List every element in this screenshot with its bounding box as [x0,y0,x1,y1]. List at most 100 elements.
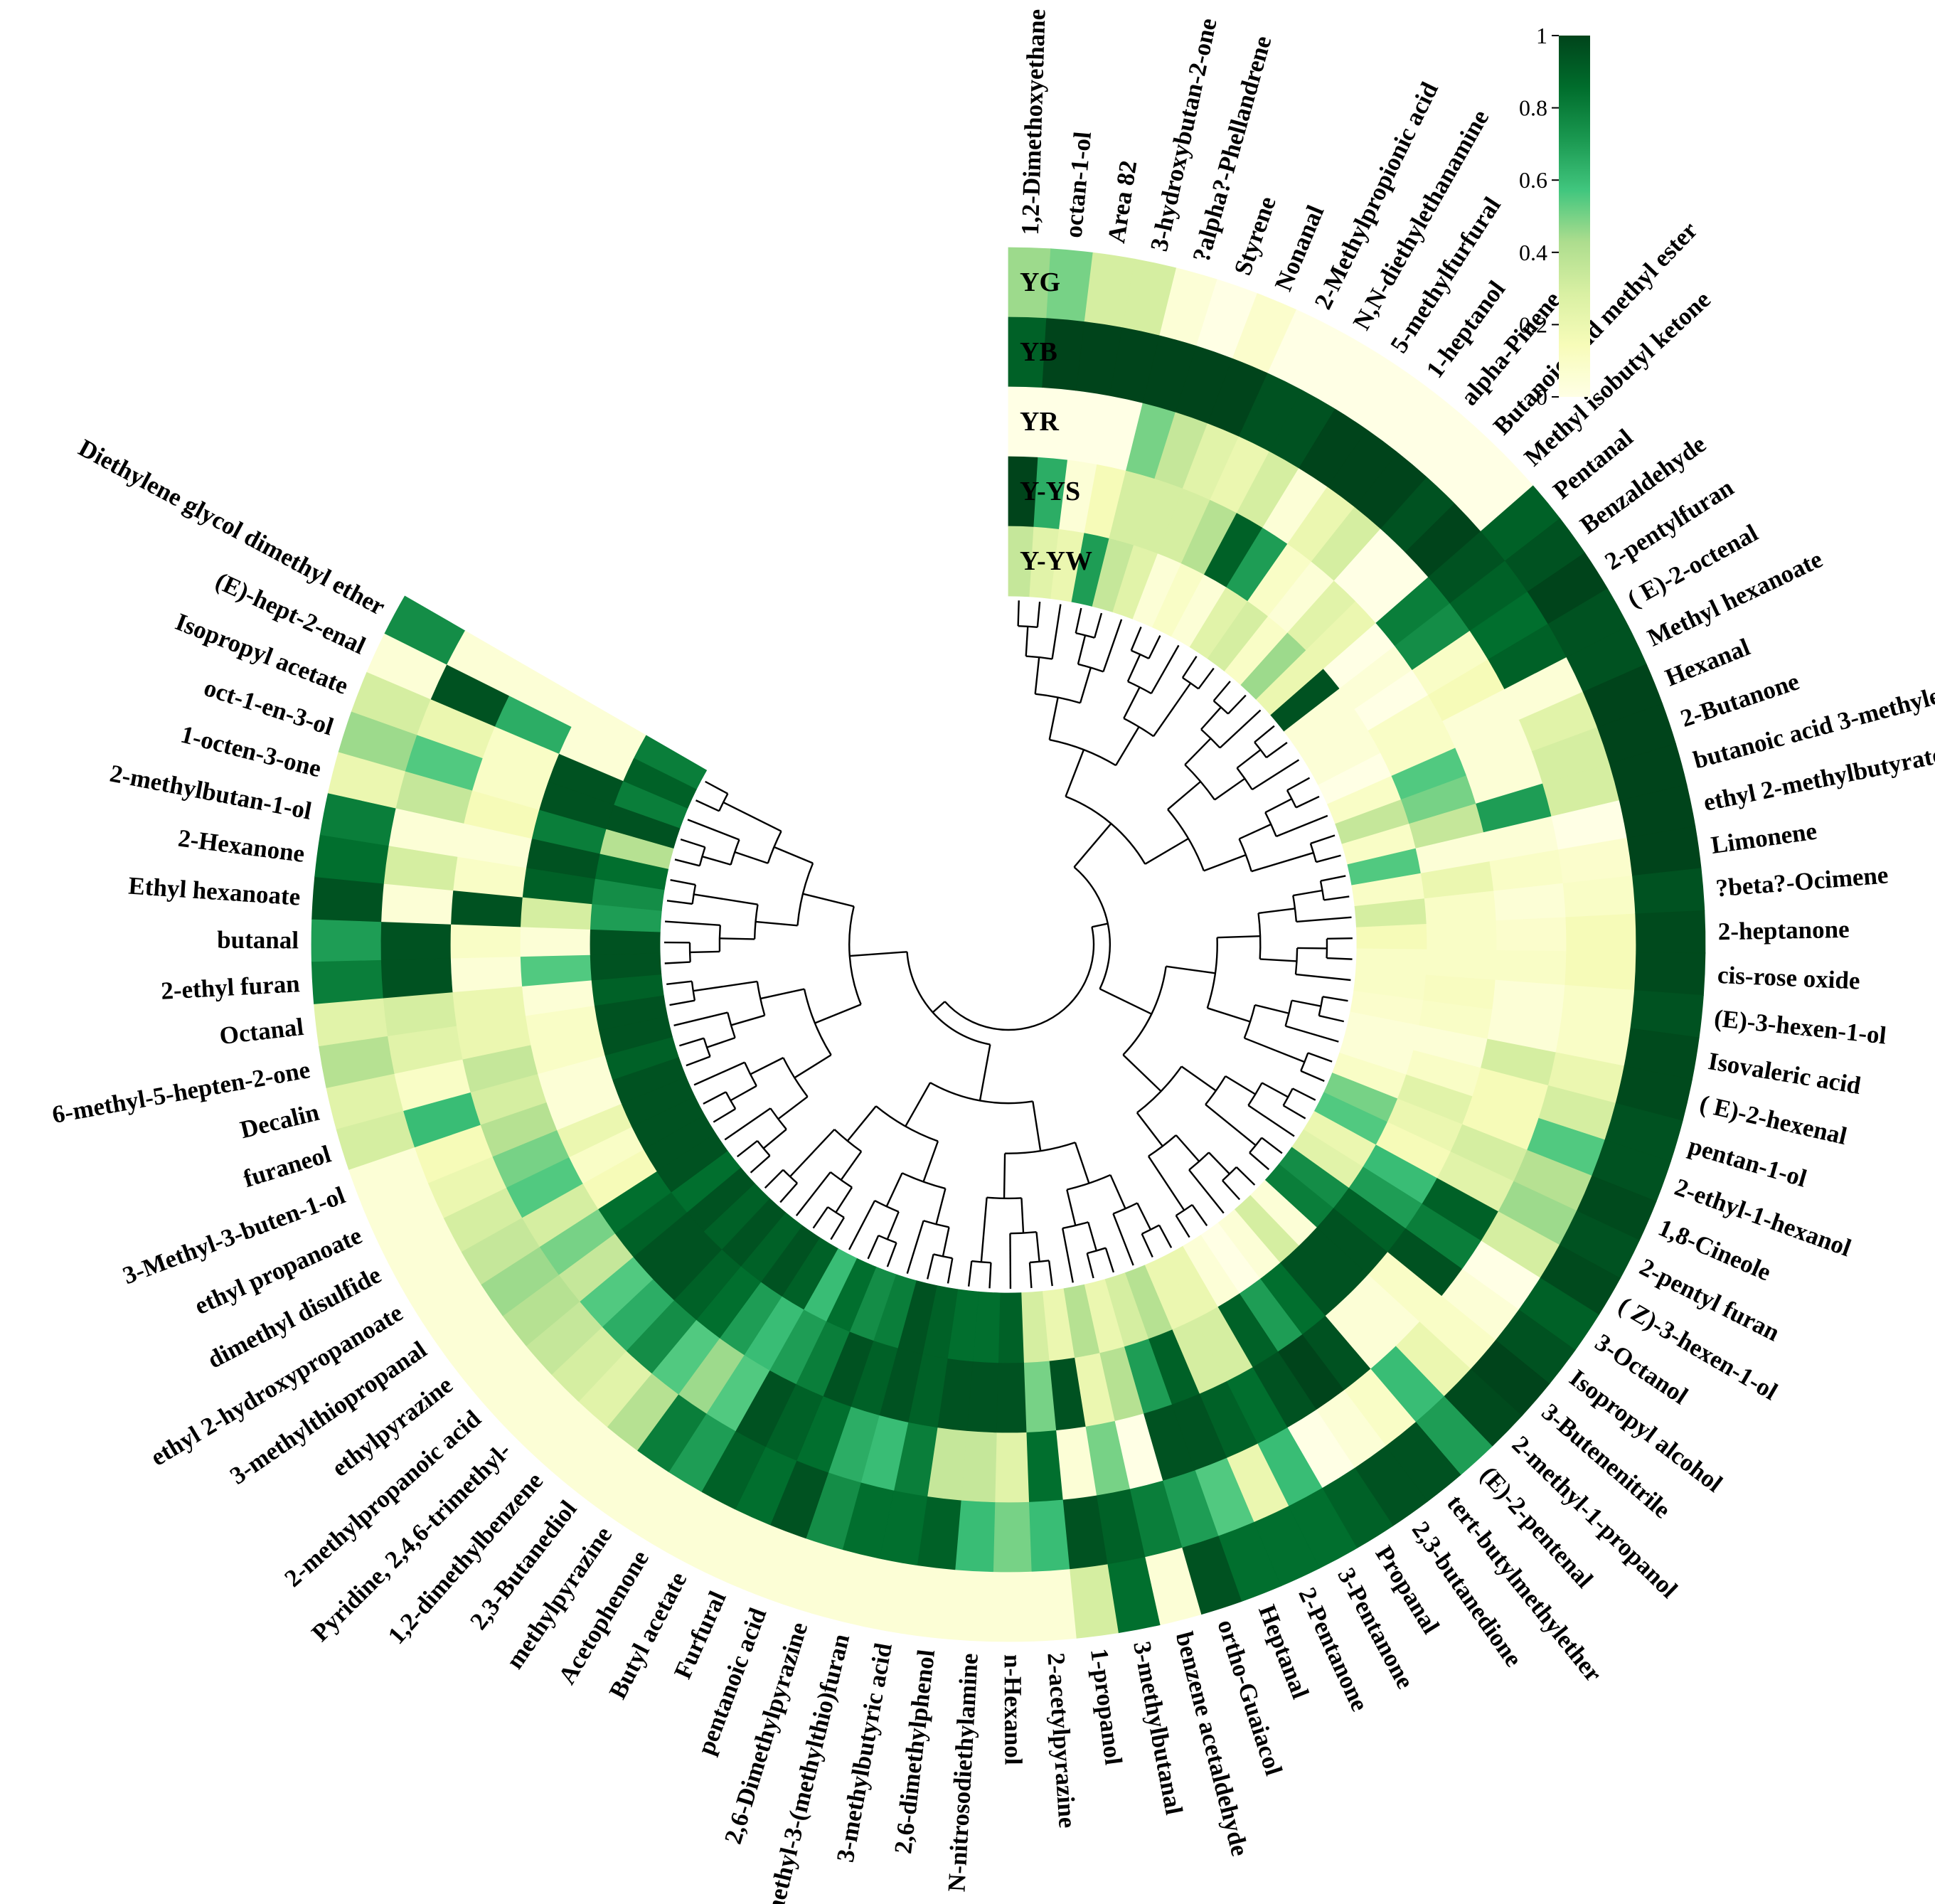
dendrogram-branch [979,1044,991,1101]
dendrogram-arc [1112,1202,1138,1215]
dendrogram-branch [1104,1248,1115,1273]
dendrogram-branch [1079,667,1092,703]
dendrogram-branch [1225,1075,1256,1095]
dendrogram-arc [874,1200,900,1213]
dendrogram-branch [1115,726,1140,766]
dendrogram-branch [734,851,769,864]
heat-cell [1030,1568,1077,1642]
compound-label: 2-acetylpyrazine [1042,1652,1081,1829]
compound-label: N-nitrosodiethylamine [942,1652,983,1892]
dendrogram-branch [840,1151,863,1181]
compound-label: 2,6-dimethylphenol [889,1648,940,1856]
dendrogram-branch [1259,958,1297,962]
dendrogram-branch [1247,1105,1295,1137]
dendrogram-branch [723,801,782,832]
dendrogram-branch [1300,1070,1325,1083]
dendrogram-branch [679,1037,705,1047]
dendrogram-arc [971,1260,991,1264]
dendrogram-arc [1247,1082,1263,1106]
heat-cell [520,926,591,957]
dendrogram-arc [756,981,766,1016]
dendrogram-branch [665,920,720,927]
heatmap-cells [311,247,1706,1642]
dendrogram-branch [1032,1101,1042,1152]
dendrogram-branch [1074,1142,1090,1184]
dendrogram-arc [1062,1221,1089,1230]
dendrogram-arc [1264,812,1277,837]
dendrogram-arc [1236,767,1253,790]
dendrogram-branch [922,1141,939,1182]
dendrogram-arc [1286,789,1297,808]
dendrogram-arc [767,831,782,864]
dendrogram-branch [1092,922,1109,928]
dendrogram-branch [886,1211,900,1240]
compound-label: 1,2-Dimethoxyethane [1016,9,1051,235]
compound-label: n-Hexanol [999,1654,1028,1765]
dendrogram-branch [702,856,732,866]
color-scale-tick-label: 0.4 [1519,240,1547,265]
heat-cell [1028,1499,1070,1572]
dendrogram-branch [1136,1202,1152,1230]
color-scale-tick-label: 0.6 [1519,167,1547,193]
dendrogram-arc [1188,1152,1210,1171]
color-scale-tick-label: 0 [1536,384,1547,410]
dendrogram-branch [905,1082,932,1127]
dendrogram-branch [802,893,855,908]
heat-cell [1564,951,1636,991]
dendrogram-branch [1017,600,1020,627]
dendrogram-branch [1258,908,1296,915]
dendrogram-branch [1296,916,1352,923]
heat-cell [311,959,384,1004]
dendrogram-arc [703,1038,711,1057]
dendrogram-branch [932,1001,946,1014]
dendrogram-branch [687,819,740,841]
dendrogram-branch [779,1182,798,1203]
heat-cell [634,735,708,789]
dendrogram-branch [1180,1065,1217,1092]
dendrogram-branch [755,920,798,927]
ring-labels: YG YB YR Y-YS Y-YW [1020,267,1092,576]
dendrogram-branch [713,1108,736,1123]
dendrogram-branch [1126,654,1141,682]
dendrogram-branch [703,1091,727,1105]
dendrogram-branch [1261,1137,1283,1154]
dendrogram-branch [1252,759,1300,791]
dendrogram-branch [666,900,693,905]
dendrogram-branch [777,1096,809,1120]
dendrogram-branch [1307,1052,1333,1063]
dendrogram-branch [1175,1134,1200,1162]
dendrogram-branch [1048,697,1059,740]
dendrogram-arc [1049,738,1116,767]
color-scale-tick-label: 1 [1536,23,1547,48]
dendrogram-branch [693,1061,745,1086]
dendrogram-branch [1297,947,1327,950]
dendrogram-branch [1086,1253,1094,1279]
compound-label: 3-Methyl-3-buten-1-ol [119,1181,348,1289]
dendrogram-arc [1029,1260,1050,1264]
heat-cell [1633,952,1706,996]
dendrogram-branch [1109,1174,1126,1209]
heat-cell [1634,910,1706,954]
dendrogram-branch [1200,706,1222,730]
compound-label: Limonene [1710,817,1819,859]
heat-cell [381,883,454,925]
dendrogram-branch [1323,895,1350,901]
compound-label: (E)-3-hexen-1-ol [1713,1004,1888,1050]
dendrogram-arc [718,793,729,812]
dendrogram-branch [673,1011,728,1027]
dendrogram-branch [730,1085,757,1102]
dendrogram-branch [719,937,755,940]
dendrogram-branch [1003,1153,1006,1198]
heat-cell [998,1292,1024,1363]
dendrogram-branch [1295,973,1351,982]
dendrogram-branch [1286,777,1311,792]
dendrogram-branch [1087,1221,1097,1251]
dendrogram-arc [1141,1224,1160,1235]
compound-label: 2-ethyl furan [160,969,300,1005]
dendrogram-branch [886,1242,897,1267]
dendrogram-branch [1235,1166,1256,1186]
dendrogram [664,600,1353,1289]
dendrogram-arc [691,981,696,1001]
dendrogram-arc [727,1012,736,1038]
dendrogram-branch [1239,823,1272,840]
